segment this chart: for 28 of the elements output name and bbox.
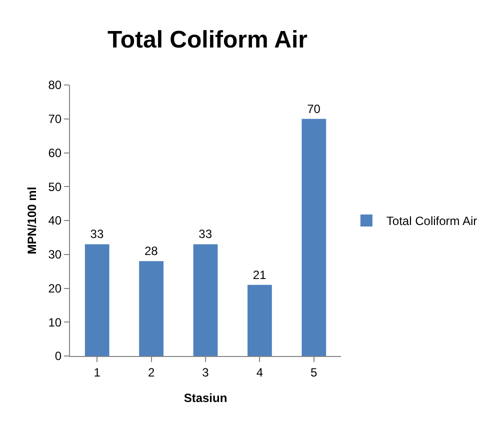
- y-tick-label: 20: [48, 281, 62, 296]
- legend-label: Total Coliform Air: [386, 214, 478, 228]
- x-tick-label: 4: [256, 365, 264, 380]
- x-tick-label: 3: [202, 365, 210, 380]
- y-tick-label: 10: [48, 315, 62, 330]
- y-tick-label: 0: [54, 349, 62, 364]
- y-tick-label: 30: [48, 248, 62, 262]
- data-label: 21: [252, 268, 267, 282]
- y-tick-label: 80: [48, 78, 62, 92]
- bar: [302, 118, 326, 356]
- bar: [248, 284, 272, 356]
- x-tick-label: 2: [148, 365, 155, 380]
- data-label: 33: [90, 227, 104, 242]
- bar: [139, 261, 164, 356]
- y-tick-label: 50: [48, 180, 62, 194]
- y-tick-label: 60: [48, 146, 62, 160]
- x-tick-label: 5: [310, 365, 318, 380]
- data-label: 70: [307, 102, 321, 116]
- x-tick-label: 1: [94, 365, 101, 380]
- data-label: 33: [198, 227, 212, 242]
- data-label: 28: [144, 244, 158, 258]
- x-axis-title: Stasiun: [184, 391, 228, 405]
- bar: [193, 244, 218, 356]
- y-axis-title: MPN/100 ml: [25, 186, 39, 254]
- y-tick-label: 70: [48, 112, 62, 126]
- bar: [84, 244, 110, 356]
- y-tick-label: 40: [48, 214, 62, 228]
- chart-title: Total Coliform Air: [107, 26, 308, 54]
